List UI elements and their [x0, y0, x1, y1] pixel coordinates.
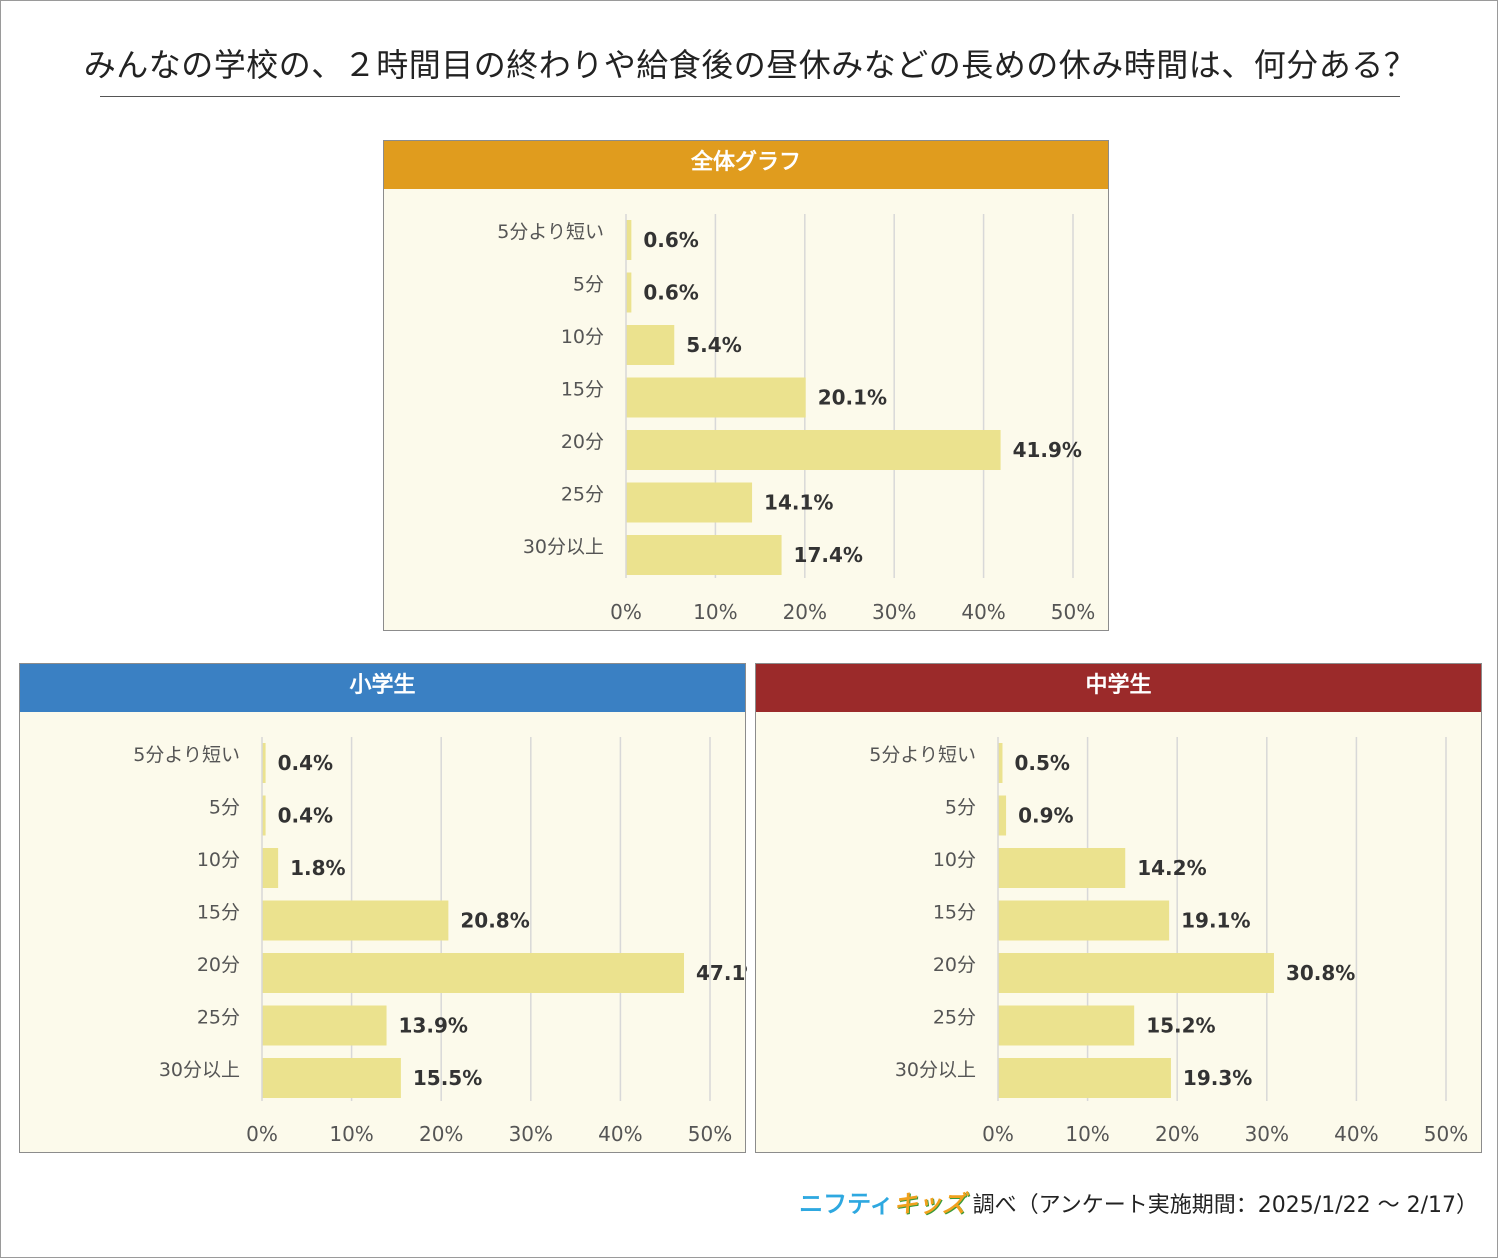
bar [998, 1058, 1171, 1098]
x-tick-label: 10% [329, 1122, 373, 1146]
source-text: 調べ（アンケート実施期間：2025/1/22 ～ 2/17） [972, 1193, 1478, 1218]
overall-chart-plot: 0% 10% 20% 30% 40% 50% 5分より短い 0.6% 5分 0.6% 10分 5.4%… [497, 214, 1095, 624]
category-label: 20分 [561, 431, 604, 453]
x-tick-label: 40% [1334, 1122, 1378, 1146]
bar [262, 1058, 401, 1098]
bar [626, 430, 1001, 470]
bar [262, 848, 279, 888]
elementary-chart-panel: 小学生 0% 10% 20% 30% 40% 50% 5分より短い 0.4% 5分 0.4% 10分… [19, 663, 747, 1153]
data-label: 0.4% [278, 804, 333, 828]
data-label: 20.8% [460, 909, 529, 933]
bar [998, 743, 1003, 783]
source-footer: ニフティキッズ 調べ（アンケート実施期間：2025/1/22 ～ 2/17） [799, 1184, 1478, 1219]
elementary-chart-header: 小学生 [20, 664, 745, 712]
x-tick-label: 50% [688, 1122, 732, 1146]
x-tick-label: 30% [872, 600, 916, 624]
category-label: 5分より短い [497, 221, 604, 243]
bar [626, 377, 806, 418]
category-label: 30分以上 [523, 536, 604, 558]
bar [626, 482, 753, 523]
data-label: 1.8% [290, 856, 345, 880]
data-label: 41.9% [1013, 438, 1082, 462]
data-label: 0.5% [1014, 751, 1069, 775]
bar [998, 953, 1274, 993]
x-tick-label: 40% [961, 600, 1005, 624]
category-label: 10分 [561, 326, 604, 348]
category-label: 15分 [197, 902, 240, 924]
data-label: 15.2% [1146, 1014, 1215, 1038]
bar [262, 1005, 387, 1046]
data-label: 19.1% [1181, 909, 1250, 933]
category-label: 5分 [573, 274, 604, 296]
data-label: 17.4% [794, 543, 863, 567]
data-label: 0.4% [278, 751, 333, 775]
category-label: 25分 [933, 1007, 976, 1029]
junior-high-chart-header: 中学生 [756, 664, 1481, 712]
data-label: 13.9% [399, 1014, 468, 1038]
x-tick-label: 20% [1155, 1122, 1199, 1146]
main-title: みんなの学校の、２時間目の終わりや給食後の昼休みなどの長めの休み時間は、何分ある… [83, 46, 1417, 84]
data-label: 5.4% [686, 333, 741, 357]
category-label: 20分 [933, 954, 976, 976]
bar [262, 795, 266, 836]
data-label: 15.5% [413, 1066, 482, 1090]
x-tick-label: 50% [1424, 1122, 1468, 1146]
data-label: 47.1% [696, 961, 747, 985]
x-tick-label: 0% [982, 1122, 1014, 1146]
category-label: 25分 [197, 1007, 240, 1029]
bar [626, 325, 675, 365]
category-label: 20分 [197, 954, 240, 976]
x-tick-label: 30% [1245, 1122, 1289, 1146]
category-label: 5分より短い [869, 744, 976, 766]
x-tick-label: 40% [598, 1122, 642, 1146]
bar [262, 743, 266, 783]
overall-chart-header: 全体グラフ [384, 141, 1108, 189]
category-label: 5分 [945, 797, 976, 819]
category-label: 15分 [933, 902, 976, 924]
category-label: 5分 [209, 797, 240, 819]
x-tick-label: 20% [783, 600, 827, 624]
junior-high-chart-panel: 中学生 0% 10% 20% 30% 40% 50% 5分より短い 0.5% 5分 0.9% 10分… [755, 663, 1482, 1153]
logo-nifty: ニフティ [799, 1190, 894, 1218]
data-label: 30.8% [1286, 961, 1355, 985]
bar [998, 795, 1007, 836]
category-label: 30分以上 [895, 1059, 976, 1081]
overall-chart-panel: 全体グラフ 0% 10% 20% 30% 40% 50% 5分より短い 0.6% 5分 0.6% 1… [383, 140, 1109, 631]
x-tick-label: 10% [693, 600, 737, 624]
data-label: 19.3% [1183, 1066, 1252, 1090]
data-label: 14.1% [764, 491, 833, 515]
elementary-chart-plot: 0% 10% 20% 30% 40% 50% 5分より短い 0.4% 5分 0.4% 10分 1.8%… [133, 737, 747, 1146]
category-label: 10分 [197, 849, 240, 871]
data-label: 14.2% [1137, 856, 1206, 880]
x-tick-label: 10% [1065, 1122, 1109, 1146]
category-label: 25分 [561, 484, 604, 506]
category-label: 30分以上 [159, 1059, 240, 1081]
category-label: 5分より短い [133, 744, 240, 766]
logo-kids: キッズ [893, 1190, 966, 1218]
x-tick-label: 0% [610, 600, 642, 624]
data-label: 20.1% [818, 386, 887, 410]
bar [262, 953, 685, 993]
data-label: 0.9% [1018, 804, 1073, 828]
x-tick-label: 20% [419, 1122, 463, 1146]
data-label: 0.6% [643, 228, 698, 252]
bar [626, 535, 782, 575]
bar [262, 900, 449, 941]
bar [626, 272, 632, 313]
x-tick-label: 50% [1051, 600, 1095, 624]
bar [998, 900, 1170, 941]
bar [998, 848, 1126, 888]
junior-high-chart-plot: 0% 10% 20% 30% 40% 50% 5分より短い 0.5% 5分 0.9% 10分 14.2… [869, 737, 1468, 1146]
bar [626, 220, 632, 260]
data-label: 0.6% [643, 281, 698, 305]
x-tick-label: 0% [246, 1122, 278, 1146]
bar [998, 1005, 1135, 1046]
x-tick-label: 30% [509, 1122, 553, 1146]
category-label: 15分 [561, 379, 604, 401]
category-label: 10分 [933, 849, 976, 871]
title-rule [100, 96, 1400, 97]
